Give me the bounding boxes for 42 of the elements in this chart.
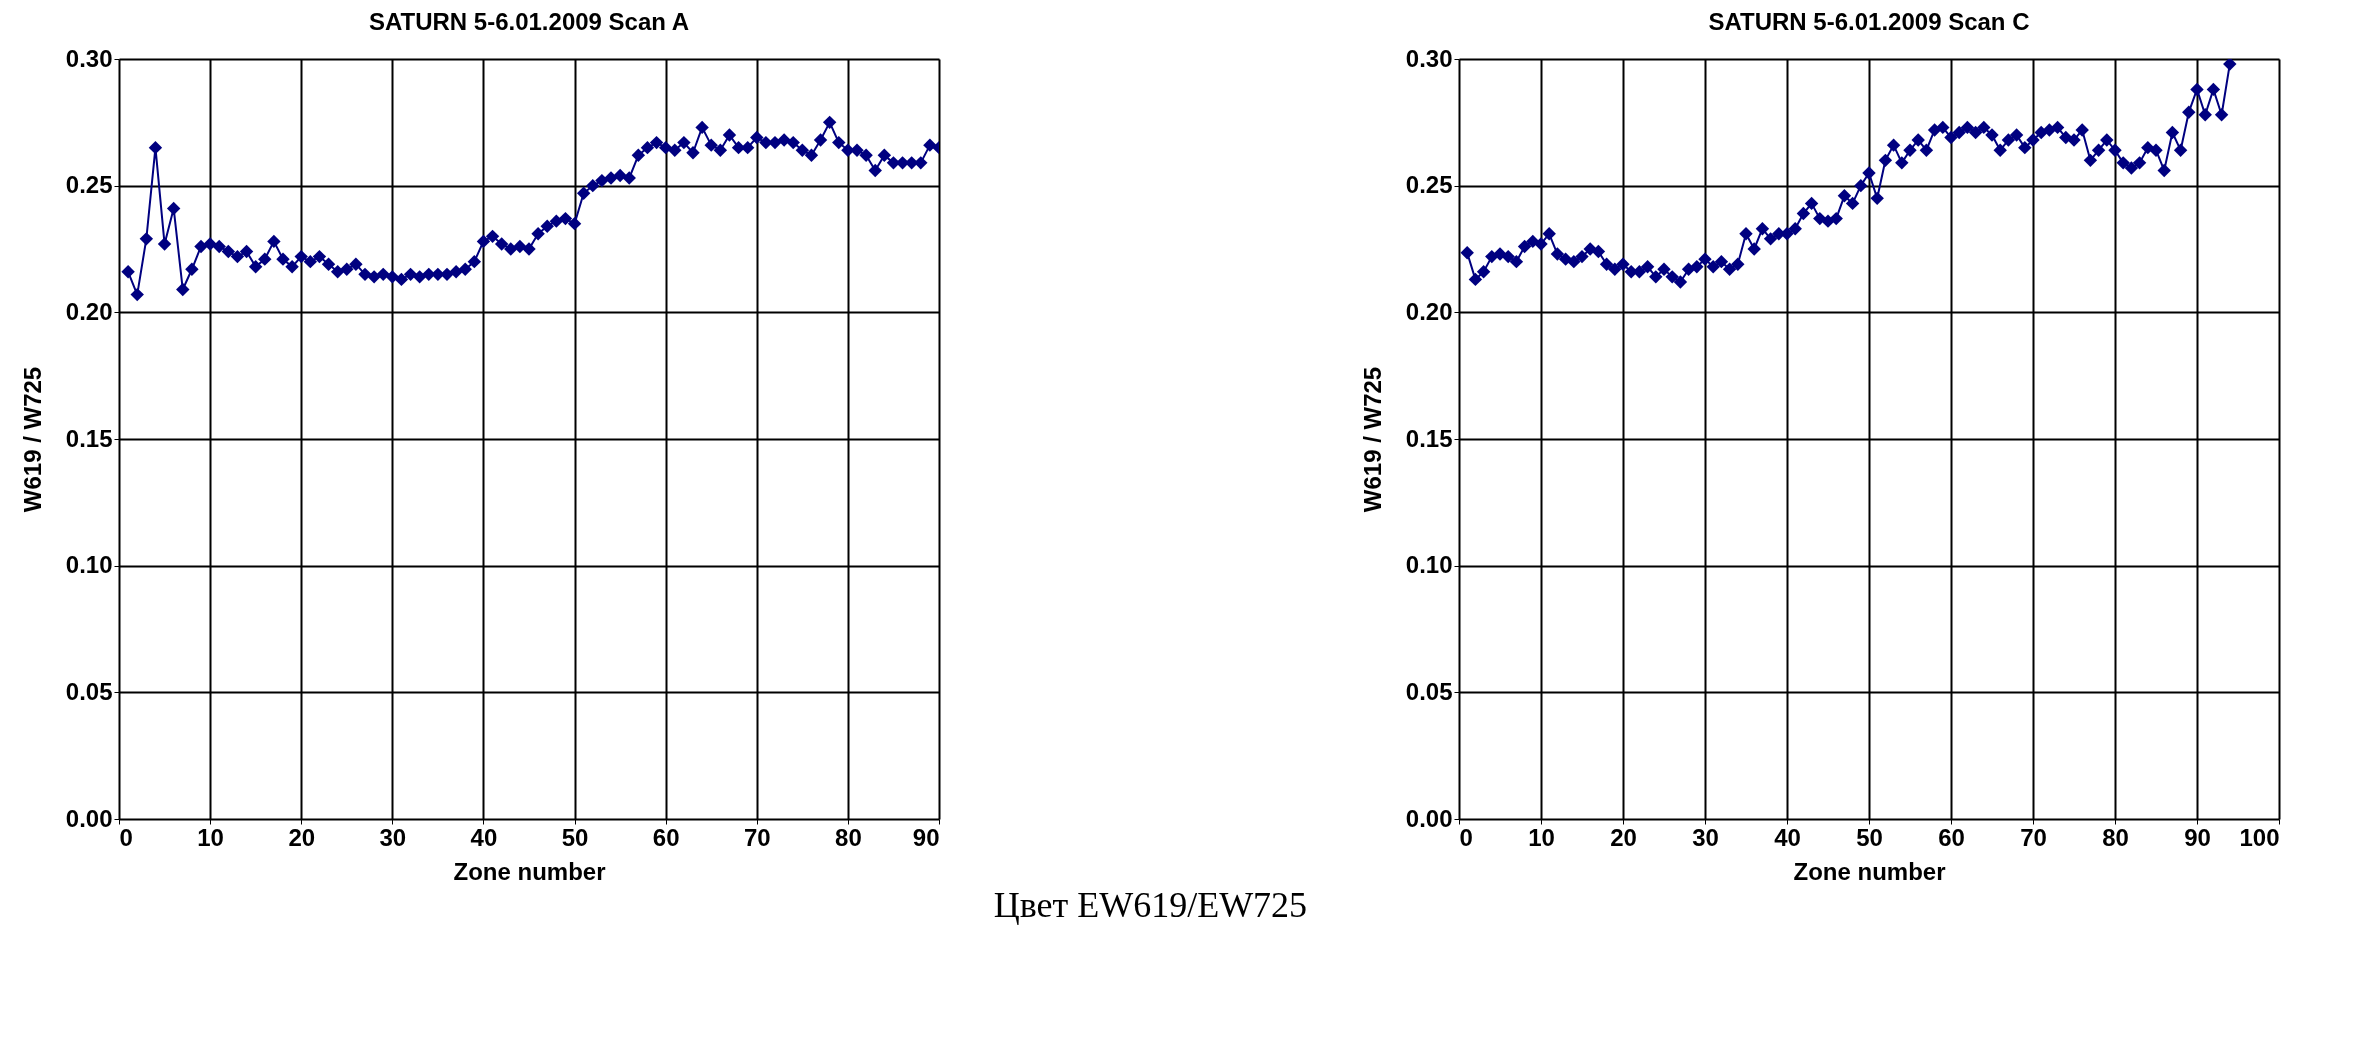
x-tick-label: 60 <box>652 823 680 851</box>
chart-title: SATURN 5-6.01.2009 Scan C <box>1708 8 2030 35</box>
x-tick-label: 0 <box>1459 823 1473 851</box>
y-tick-label: 0.15 <box>65 424 113 452</box>
x-tick-label: 80 <box>2102 823 2129 851</box>
x-tick-label: 70 <box>2020 823 2047 851</box>
x-tick-label: 40 <box>470 823 498 851</box>
x-tick-label: 30 <box>379 823 407 851</box>
y-tick-label: 0.30 <box>65 44 113 72</box>
y-tick-label: 0.30 <box>1405 44 1453 72</box>
y-tick-label: 0.05 <box>1405 677 1453 705</box>
x-tick-label: 10 <box>1528 823 1555 851</box>
x-tick-label: 10 <box>197 823 224 851</box>
x-tick-label: 40 <box>1774 823 1801 851</box>
y-tick-label: 0.20 <box>65 297 113 325</box>
y-tick-label: 0.05 <box>65 677 113 705</box>
x-tick-label: 80 <box>835 823 862 851</box>
x-axis-title: Zone number <box>453 857 606 885</box>
x-tick-label: 60 <box>1938 823 1965 851</box>
x-tick-label: 90 <box>2184 823 2211 851</box>
x-tick-label: 50 <box>561 823 589 851</box>
x-tick-label: 90 <box>912 823 940 851</box>
x-tick-label: 20 <box>288 823 316 851</box>
y-tick-label: 0.25 <box>1405 171 1453 199</box>
y-tick-label: 0.20 <box>1405 297 1453 325</box>
y-axis-title: W619 / W725 <box>1358 366 1386 513</box>
y-tick-label: 0.00 <box>1405 804 1453 832</box>
x-axis-title: Zone number <box>1793 857 1946 885</box>
y-axis-title: W619 / W725 <box>18 366 46 513</box>
y-tick-label: 0.25 <box>65 171 113 199</box>
text: Цвет EW619/EW725 <box>993 884 1308 925</box>
y-tick-label: 0.10 <box>65 551 113 579</box>
chart-title: SATURN 5-6.01.2009 Scan A <box>368 8 690 35</box>
x-tick-label: 30 <box>1692 823 1719 851</box>
y-tick-label: 0.10 <box>1405 551 1453 579</box>
y-tick-label: 0.15 <box>1405 424 1453 452</box>
x-tick-label: 100 <box>2239 823 2280 851</box>
y-tick-label: 0.00 <box>65 804 113 832</box>
x-tick-label: 70 <box>743 823 771 851</box>
x-tick-label: 0 <box>119 823 133 851</box>
x-tick-label: 50 <box>1856 823 1883 851</box>
x-tick-label: 20 <box>1610 823 1637 851</box>
